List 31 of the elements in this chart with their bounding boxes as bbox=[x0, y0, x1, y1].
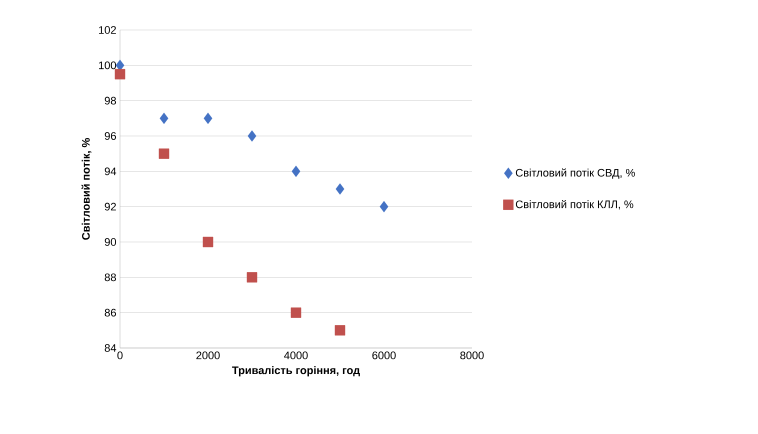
y-tick-label: 84 bbox=[104, 344, 116, 352]
y-tick-label: 94 bbox=[104, 167, 116, 176]
legend-label: Світловий потік СВД, % bbox=[516, 168, 635, 179]
y-tick-label: 102 bbox=[99, 26, 116, 34]
x-tick-label: 4000 bbox=[284, 352, 308, 360]
point bbox=[246, 272, 258, 283]
legend-label: Світловий потік КЛЛ, % bbox=[516, 200, 634, 210]
y-tick-label: 100 bbox=[99, 61, 116, 70]
point bbox=[160, 112, 168, 124]
y-tick-label: 92 bbox=[104, 202, 116, 211]
y-tick-label: 96 bbox=[104, 132, 116, 140]
point bbox=[292, 166, 300, 178]
point bbox=[380, 200, 388, 212]
y-tick-label: 98 bbox=[104, 96, 116, 105]
x-axis-title: Тривалість горіння, год bbox=[232, 366, 360, 376]
x-tick-label: 6000 bbox=[372, 352, 396, 360]
point bbox=[204, 112, 212, 124]
x-tick-label: 2000 bbox=[196, 352, 220, 360]
point bbox=[114, 68, 126, 80]
point bbox=[158, 148, 170, 159]
point bbox=[336, 183, 344, 195]
x-tick-label: 0 bbox=[117, 352, 123, 360]
point bbox=[202, 236, 214, 248]
y-axis-title: Світловий потік, % bbox=[82, 138, 92, 240]
point bbox=[248, 130, 256, 142]
point bbox=[334, 325, 346, 336]
point bbox=[290, 307, 302, 318]
x-tick-label: 8000 bbox=[460, 352, 484, 360]
y-tick-label: 88 bbox=[104, 273, 116, 282]
y-tick-label: 86 bbox=[104, 308, 116, 317]
y-tick-label: 90 bbox=[104, 238, 116, 246]
